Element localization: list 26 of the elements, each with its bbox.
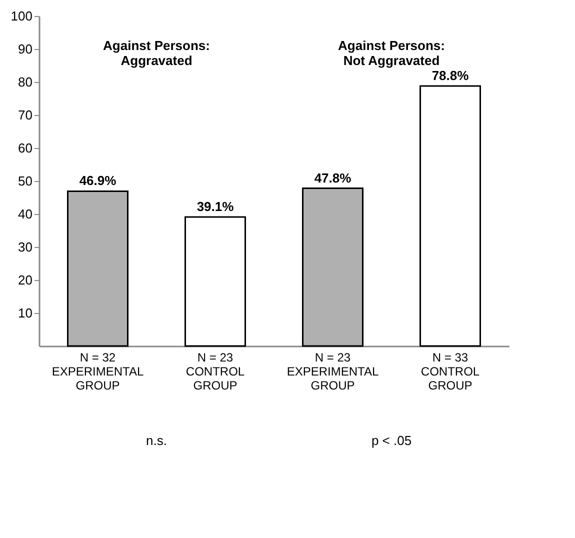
bar bbox=[67, 190, 128, 347]
x-tick-label: N = 23 CONTROL GROUP bbox=[186, 350, 245, 392]
bar bbox=[184, 216, 246, 347]
y-tick-label: 10 bbox=[18, 306, 32, 320]
y-tick-label: 90 bbox=[18, 42, 32, 56]
annotation: Against Persons: Aggravated bbox=[103, 38, 210, 68]
data-label: 39.1% bbox=[196, 198, 234, 214]
text: p < .05 bbox=[371, 433, 412, 448]
y-tick-label: 50 bbox=[18, 174, 32, 188]
data-label: 47.8% bbox=[314, 170, 352, 186]
y-tick-label: 60 bbox=[18, 140, 32, 156]
x-tick-label: N = 23 EXPERIMENTAL GROUP bbox=[286, 350, 379, 392]
text: n.s. bbox=[146, 433, 167, 448]
y-tick-label: 70 bbox=[18, 108, 32, 122]
y-tick-label: 100 bbox=[10, 8, 32, 24]
x-tick-label: N = 33 CONTROL GROUP bbox=[420, 350, 480, 392]
y-tick-label: 80 bbox=[18, 74, 32, 90]
y-tick-label: 30 bbox=[18, 240, 32, 254]
data-label: 78.8% bbox=[432, 68, 470, 83]
data-label: 46.9% bbox=[79, 173, 117, 188]
bar bbox=[302, 188, 364, 347]
y-tick-label: 40 bbox=[18, 206, 32, 222]
bar bbox=[420, 85, 481, 347]
annotation: Against Persons: Not Aggravated bbox=[338, 38, 445, 68]
x-tick-label: N = 32 EXPERIMENTAL GROUP bbox=[52, 350, 144, 392]
y-tick-label: 20 bbox=[18, 272, 32, 288]
